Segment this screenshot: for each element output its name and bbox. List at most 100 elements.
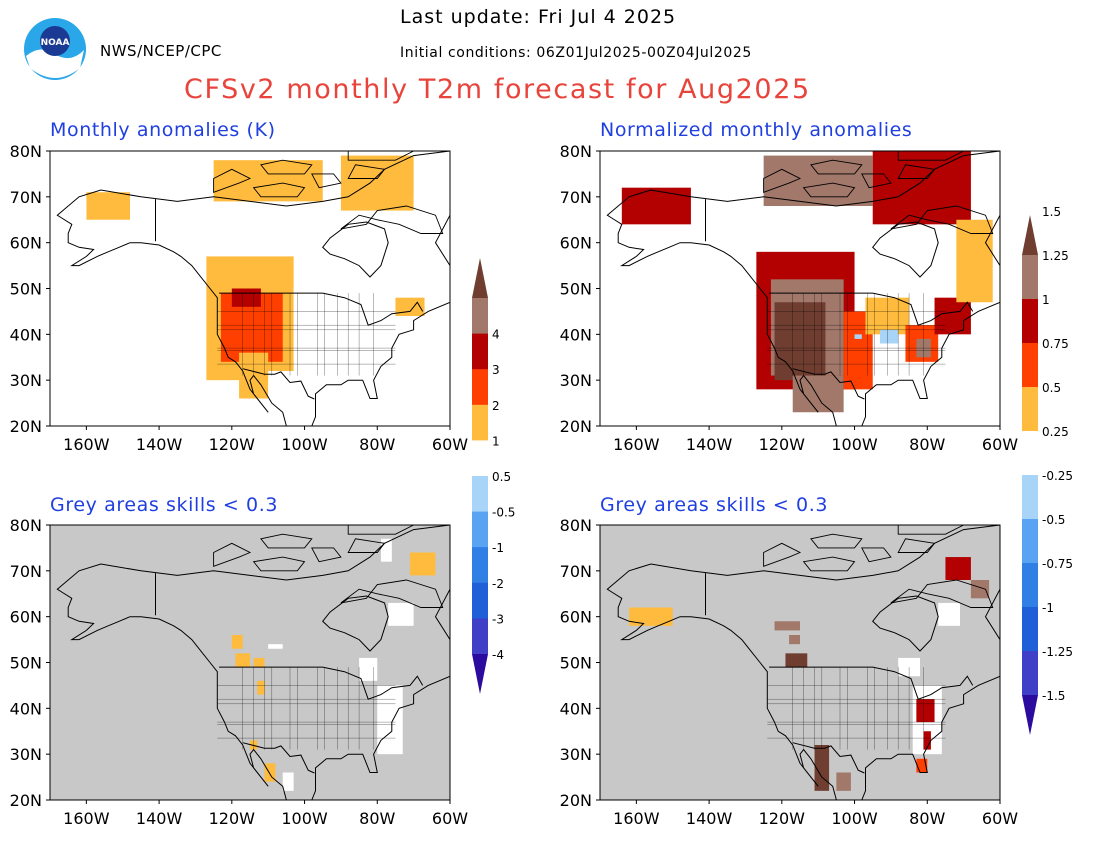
anomaly-region (86, 192, 130, 220)
y-tick-label: 40N (560, 699, 592, 718)
y-tick-label: 20N (10, 791, 42, 810)
island-coast (213, 168, 252, 193)
colorbar-label: -1.25 (1042, 645, 1073, 659)
anomaly-region (410, 552, 436, 576)
coastline (606, 525, 1000, 800)
y-tick-label: 60N (560, 234, 592, 253)
colorbar-segment (1022, 215, 1038, 255)
x-tick-label: 120W (209, 435, 256, 454)
island-coast (347, 525, 414, 535)
coastline (56, 151, 450, 426)
x-tick-label: 100W (281, 435, 328, 454)
coastline (606, 151, 1000, 426)
colorbar-label: 4 (492, 328, 500, 342)
y-tick-label: 60N (10, 234, 42, 253)
colorbar-segment (472, 654, 488, 694)
panel-title-top-left: Monthly anomalies (K) (50, 119, 276, 141)
x-tick-label: 100W (831, 435, 878, 454)
anomaly-region (64, 201, 87, 225)
x-tick-label: 160W (63, 809, 110, 828)
coastline (56, 525, 450, 800)
x-tick-label: 120W (209, 809, 256, 828)
island-coast (802, 556, 856, 572)
colorbar-segment (472, 547, 488, 584)
colorbar-label: 1.25 (1042, 249, 1069, 263)
island-coast (340, 205, 444, 234)
y-tick-label: 70N (560, 188, 592, 207)
island-coast (897, 525, 964, 535)
anomaly-region (629, 607, 673, 626)
island-coast (897, 151, 964, 161)
map-area (50, 525, 450, 800)
y-tick-label: 80N (10, 142, 42, 161)
x-tick-label: 140W (136, 435, 183, 454)
colorbar-label: -0.5 (1042, 513, 1065, 527)
country-border (242, 742, 315, 774)
colorbar-segment (1022, 607, 1038, 652)
island-coast (763, 542, 802, 567)
island-coast (763, 168, 802, 193)
colorbar-absolute: -4 -3 -2 -1 -0.5 0.5 1 2 3 4 (472, 258, 515, 694)
x-tick-label: 80W (359, 809, 395, 828)
anomaly-region (235, 653, 250, 668)
island-coast (861, 173, 892, 189)
country-border (219, 666, 424, 700)
y-tick-label: 20N (10, 417, 42, 436)
panel-top-left: 160W 140W 120W 100W 80W 60W 20N 30N 40N 50N 60N 70N… (10, 142, 469, 454)
y-tick-label: 30N (10, 371, 42, 390)
anomaly-region (789, 635, 800, 645)
x-tick-label: 80W (359, 435, 395, 454)
colorbar-label: 3 (492, 363, 500, 377)
colorbar-segment (1022, 255, 1038, 300)
x-tick-label: 60W (982, 435, 1018, 454)
anomaly-region (785, 653, 808, 668)
island-coast (890, 205, 994, 234)
colorbar-segment (1022, 475, 1038, 520)
anomaly-region (621, 187, 691, 225)
last-update: Last update: Fri Jul 4 2025 (400, 6, 677, 28)
island-coast (861, 547, 892, 563)
y-tick-label: 60N (560, 608, 592, 627)
colorbar-segment (1022, 695, 1038, 735)
skill-white-area (898, 657, 920, 677)
colorbar-label: -0.5 (492, 506, 515, 520)
country-border (219, 292, 424, 326)
island-coast (897, 538, 936, 553)
anomaly-region (340, 155, 414, 211)
x-tick-label: 100W (831, 809, 878, 828)
y-tick-label: 80N (560, 142, 592, 161)
panel-title-bottom-right: Grey areas skills < 0.3 (600, 494, 829, 516)
colorbar-segment (1022, 431, 1038, 476)
colorbar-segment (472, 511, 488, 548)
colorbar-segment (472, 440, 488, 477)
island-coast (897, 164, 936, 179)
colorbar-label: 2 (492, 399, 500, 413)
anomaly-region (213, 160, 323, 202)
map-area (50, 151, 450, 426)
map-area (600, 525, 1000, 800)
anomaly-region (268, 371, 301, 408)
x-tick-label: 120W (759, 435, 806, 454)
x-tick-label: 140W (686, 435, 733, 454)
panel-title-bottom-left: Grey areas skills < 0.3 (50, 494, 279, 516)
anomaly-region (956, 219, 993, 303)
x-tick-label: 80W (909, 435, 945, 454)
x-tick-label: 160W (613, 435, 660, 454)
anomaly-region (970, 580, 990, 599)
y-tick-label: 50N (10, 654, 42, 673)
colorbar-segment (1022, 299, 1038, 344)
y-tick-label: 80N (10, 516, 42, 535)
colorbar-label: 0.25 (1042, 425, 1069, 439)
y-tick-label: 70N (560, 562, 592, 581)
island-coast (311, 547, 342, 563)
colorbar-segment (472, 369, 488, 406)
colorbar-segment (1022, 651, 1038, 696)
skill-white-area (359, 657, 378, 681)
country-border (242, 368, 315, 400)
anomaly-region (872, 151, 971, 225)
colorbar-segment (1022, 387, 1038, 432)
panel-title-top-right: Normalized monthly anomalies (600, 119, 913, 141)
x-tick-label: 60W (432, 435, 468, 454)
logo-text: NOAA (41, 38, 70, 48)
